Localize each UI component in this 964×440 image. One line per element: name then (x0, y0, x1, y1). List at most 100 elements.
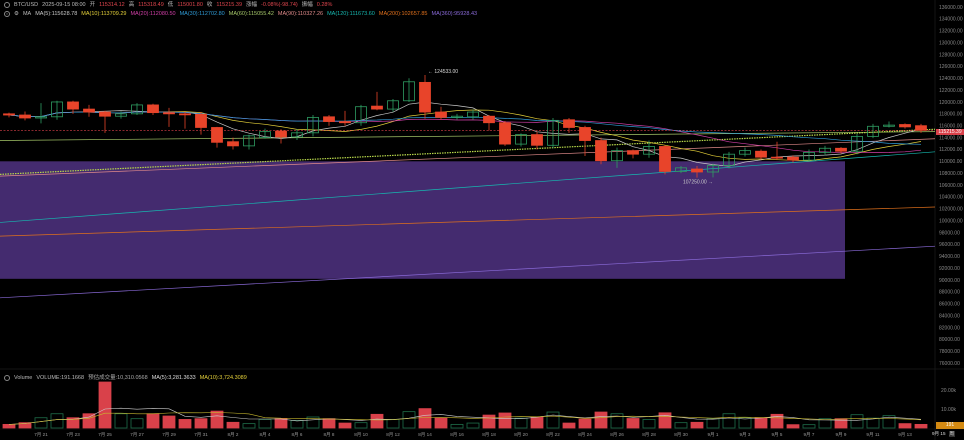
price-axis-label: 86000.00 (939, 302, 960, 308)
candle-body (707, 165, 719, 173)
candle (451, 113, 463, 120)
candle (691, 166, 703, 178)
candle-body (531, 134, 543, 146)
date-axis-label: 8月 26 (610, 432, 624, 438)
price-axis-label: 76000.00 (939, 361, 960, 367)
candle-body (163, 112, 175, 115)
date-axis-label: 9月 11 (866, 432, 880, 438)
timeframe-button[interactable]: 周 (948, 431, 956, 437)
volume-bar (242, 423, 256, 429)
date-axis-label: 9月 9 (836, 432, 847, 438)
date-axis-label: 9月 3 (740, 432, 751, 438)
candle (243, 134, 255, 150)
candle-body (739, 150, 751, 155)
price-axis-label: 106000.00 (939, 183, 963, 189)
date-axis-label: 7月 21 (34, 432, 48, 438)
low-label: 低 (167, 2, 174, 8)
candle (419, 75, 431, 119)
date-axis-label: 7月 23 (66, 432, 80, 438)
volume-bar (834, 418, 848, 429)
price-axis-label: 108000.00 (939, 171, 963, 177)
candle (547, 117, 559, 149)
candle (851, 134, 863, 155)
candle (755, 149, 767, 160)
date-axis-label: 9月 5 (772, 432, 783, 438)
candle (643, 140, 655, 158)
candle (275, 129, 287, 144)
volume-ma10-line (8, 412, 922, 425)
volume-axis-label: 20.00k (941, 388, 957, 394)
candle-body (323, 116, 335, 122)
volume-bar (274, 418, 288, 429)
candle-body (755, 150, 767, 158)
candle-body (195, 114, 207, 128)
volume-eye-icon[interactable] (4, 375, 10, 381)
close-indicator-icon[interactable]: × (4, 11, 10, 17)
close-value: 115215.39 (216, 2, 243, 8)
volume-bar (130, 418, 144, 429)
candle-body (659, 146, 671, 172)
candle (883, 121, 895, 128)
volume-bar (802, 424, 816, 429)
ma-title: MA (22, 11, 32, 17)
candle (867, 123, 879, 139)
ohlc-header: BTC/USD 2025-09-15 08:00 开 115314.12 高 115… (4, 2, 332, 8)
ma-line-ma120 (0, 151, 936, 223)
candle (803, 149, 815, 162)
volume-bar (786, 424, 800, 429)
volume-bar (450, 423, 464, 429)
candle-body (35, 116, 47, 119)
volume-bar (258, 419, 272, 429)
candle-body (435, 111, 447, 118)
price-axis-label: 132000.00 (939, 29, 963, 35)
candle (515, 133, 527, 147)
current-date: 9月 15 (932, 431, 946, 436)
eye-icon[interactable] (4, 2, 10, 8)
candle-body (803, 152, 815, 161)
candle-body (387, 100, 399, 110)
candle-body (579, 127, 591, 141)
candle-body (883, 124, 895, 127)
candle-body (915, 125, 927, 131)
volume-bar (466, 422, 480, 429)
candle (499, 120, 511, 146)
volume-bar (306, 416, 320, 429)
datetime-label: 2025-09-15 08:00 (42, 2, 86, 8)
volume-value: VOLUME:191.1668 (36, 375, 85, 381)
volume-ma10: MA(10):3,724.3089 (199, 375, 247, 381)
volume-bar (562, 422, 576, 429)
trendline-drawing (0, 128, 936, 175)
volume-bar (690, 421, 704, 429)
candle (595, 137, 607, 165)
volume-bar (338, 422, 352, 429)
current-date-tag: 9月 15 周 (932, 431, 956, 437)
low-value: 115001.80 (177, 2, 203, 8)
date-axis-label: 8月 30 (674, 432, 688, 438)
candle-body (211, 127, 223, 143)
current-price-tag: 115215.39 (936, 128, 964, 135)
candle-body (771, 156, 783, 159)
volume-bar (402, 411, 416, 429)
price-axis-label: 84000.00 (939, 313, 960, 319)
ma-settings-icon[interactable]: ⚙ (14, 11, 19, 17)
candle-body (339, 121, 351, 124)
volume-bar (546, 411, 560, 429)
candle (771, 141, 783, 161)
volume-bar (370, 413, 384, 429)
price-axis-label: 88000.00 (939, 290, 960, 296)
candle-body (483, 115, 495, 124)
volume-bar (386, 419, 400, 429)
volume-estimate: 预估成交量:10,310.0568 (88, 375, 148, 381)
candle-body (451, 115, 463, 118)
candle (147, 103, 159, 116)
volume-bar (178, 419, 192, 429)
volume-bar (162, 415, 176, 429)
price-axis-label: 112000.00 (939, 147, 962, 153)
volume-bar (482, 414, 496, 429)
volume-ma5-line (8, 407, 922, 425)
volume-legend: Volume VOLUME:191.1668 预估成交量:10,310.0568… (4, 375, 247, 381)
candle-body (3, 113, 15, 116)
volume-title: Volume (14, 375, 33, 381)
current-volume-tag: 191 (936, 422, 964, 429)
